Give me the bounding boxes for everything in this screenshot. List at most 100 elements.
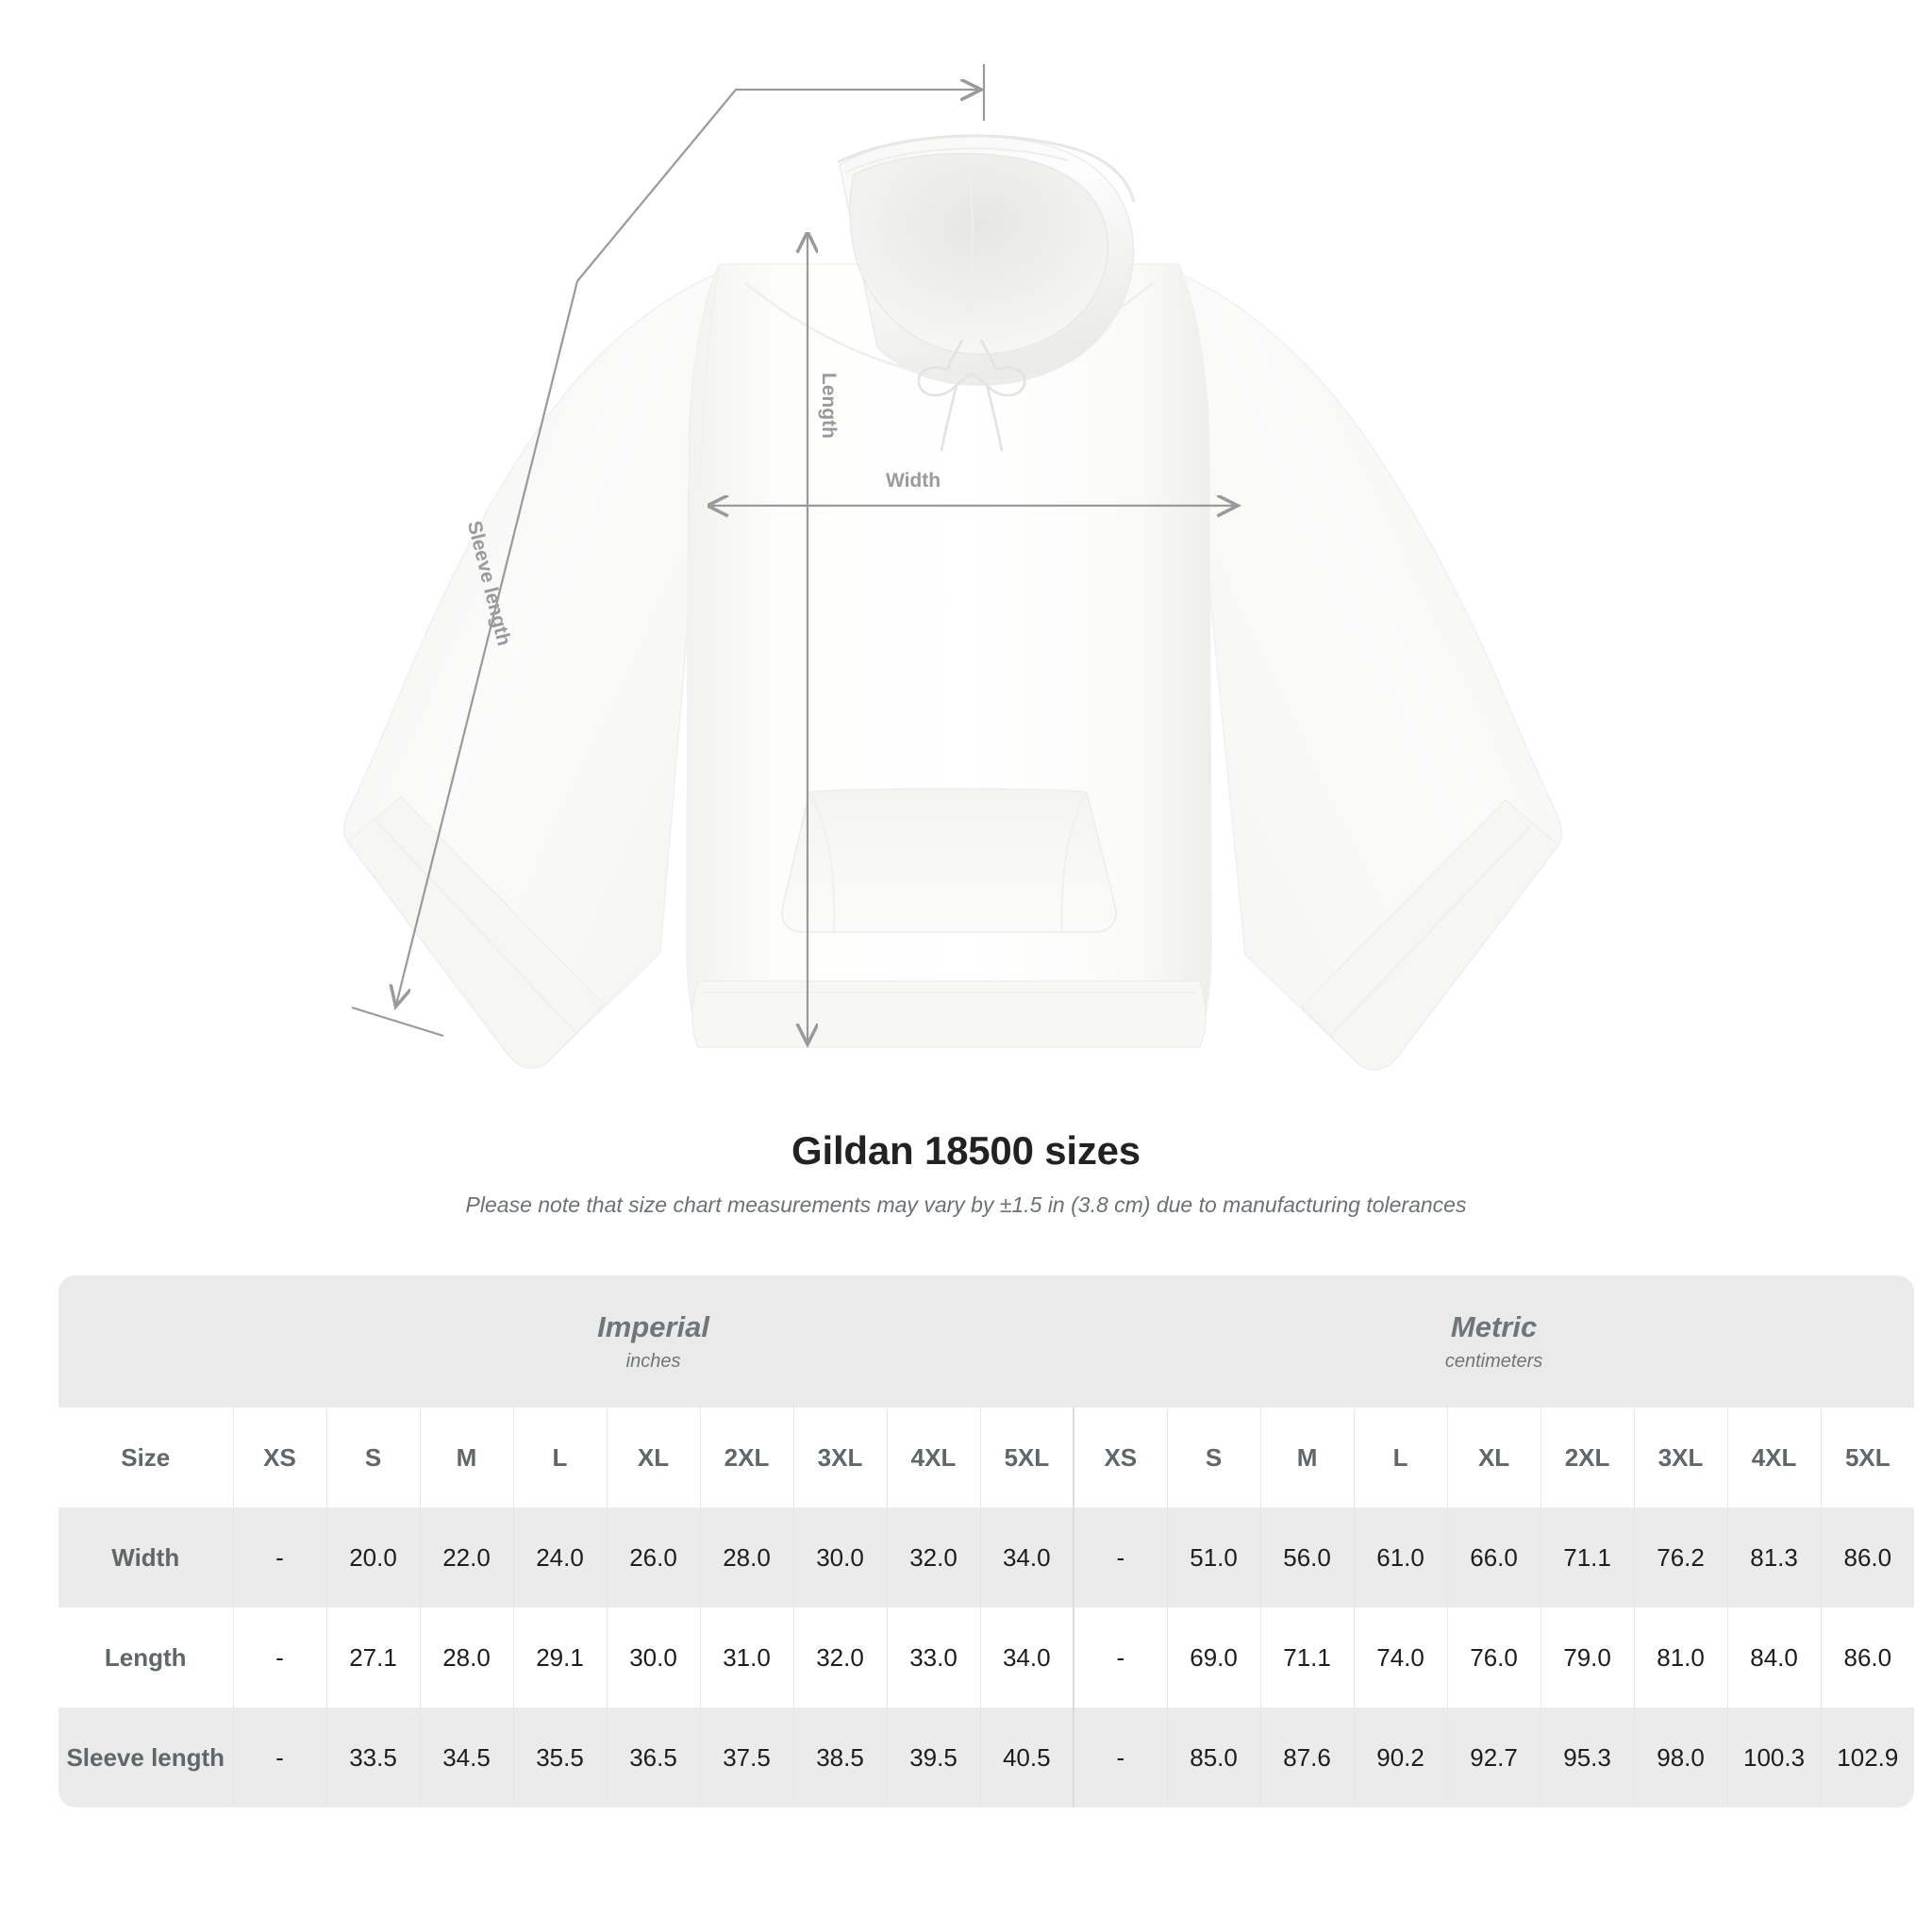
- cell-value: 85.0: [1166, 1707, 1261, 1807]
- cell-value: 20.0: [325, 1507, 420, 1607]
- cell-value: 24.0: [512, 1507, 607, 1607]
- size-header-row: Size XS S M L XL 2XL 3XL 4XL 5XL XS S M L XL 2XL 3XL 4XL 5…: [58, 1407, 1915, 1507]
- cell-value: 30.0: [792, 1507, 887, 1607]
- page-title: Gildan 18500 sizes: [791, 1128, 1141, 1173]
- cell-value: 37.5: [699, 1707, 793, 1807]
- cell-value: -: [1073, 1507, 1168, 1607]
- cell-value: 40.5: [979, 1707, 1074, 1807]
- cell-value: 33.5: [325, 1707, 420, 1807]
- garment-measurement-diagram: Sleeve length Length Width: [343, 64, 1562, 1071]
- cell-value: 98.0: [1633, 1707, 1728, 1807]
- size-header-imperial-xl: XL: [606, 1407, 700, 1507]
- cell-value: 34.5: [419, 1707, 513, 1807]
- cell-value: -: [232, 1607, 326, 1707]
- hoodie-illustration: [343, 134, 1562, 1071]
- size-header-label: Size: [58, 1407, 233, 1507]
- size-header-imperial-5xl: 5XL: [979, 1407, 1074, 1507]
- cell-value: 84.0: [1726, 1607, 1822, 1707]
- cell-value: 71.1: [1259, 1607, 1355, 1707]
- unit-banner-row: Imperial inches Metric centimeters: [58, 1275, 1915, 1407]
- cell-value: -: [1073, 1607, 1168, 1707]
- heading-block: Gildan 18500 sizes Please note that size…: [0, 1127, 1932, 1220]
- unit-group-name: Imperial: [597, 1309, 709, 1343]
- cell-value: 33.0: [886, 1607, 980, 1707]
- length-dimension: Length: [808, 234, 840, 1042]
- unit-group-metric: Metric centimeters: [1074, 1275, 1915, 1407]
- cell-value: 76.2: [1633, 1507, 1728, 1607]
- size-header-imperial-xs: XS: [232, 1407, 326, 1507]
- cell-value: 86.0: [1820, 1507, 1915, 1607]
- cell-value: 36.5: [606, 1707, 700, 1807]
- size-header-imperial-2xl: 2XL: [699, 1407, 793, 1507]
- row-label-width: Width: [58, 1507, 233, 1607]
- cell-value: 87.6: [1259, 1707, 1355, 1807]
- unit-group-subtitle: centimeters: [1444, 1351, 1543, 1373]
- size-header-metric-3xl: 3XL: [1633, 1407, 1728, 1507]
- cell-value: 28.0: [699, 1507, 793, 1607]
- unit-group-imperial: Imperial inches: [233, 1275, 1074, 1407]
- cell-value: 100.3: [1726, 1707, 1822, 1807]
- size-header-metric-s: S: [1166, 1407, 1261, 1507]
- cell-value: 32.0: [792, 1607, 887, 1707]
- cell-value: 32.0: [886, 1507, 980, 1607]
- size-header-metric-2xl: 2XL: [1540, 1407, 1635, 1507]
- size-header-imperial-s: S: [325, 1407, 420, 1507]
- cell-value: 31.0: [699, 1607, 793, 1707]
- sleeve-length-leader: [576, 64, 984, 282]
- cell-value: 51.0: [1166, 1507, 1261, 1607]
- cell-value: 27.1: [325, 1607, 420, 1707]
- size-chart-table: Imperial inches Metric centimeters Size XS S M L…: [58, 1275, 1915, 1807]
- cell-value: 81.3: [1726, 1507, 1822, 1607]
- size-chart-table-container: Imperial inches Metric centimeters Size XS S M L…: [58, 1275, 1915, 1807]
- row-label-sleeve-length: Sleeve length: [58, 1707, 233, 1807]
- cell-value: 76.0: [1446, 1607, 1541, 1707]
- size-header-metric-m: M: [1259, 1407, 1355, 1507]
- cell-value: 81.0: [1633, 1607, 1728, 1707]
- size-header-imperial-3xl: 3XL: [792, 1407, 887, 1507]
- cell-value: 38.5: [792, 1707, 887, 1807]
- cell-value: 26.0: [606, 1507, 700, 1607]
- size-header-metric-xl: XL: [1446, 1407, 1541, 1507]
- size-header-metric-xs: XS: [1073, 1407, 1168, 1507]
- size-header-imperial-l: L: [512, 1407, 607, 1507]
- size-header-imperial-4xl: 4XL: [886, 1407, 980, 1507]
- cell-value: 30.0: [606, 1607, 700, 1707]
- cell-value: 29.1: [512, 1607, 607, 1707]
- table-row: Length -27.1 28.0 29.1 30.0 31.0 32.0 33.0 34.0-…: [58, 1607, 1915, 1707]
- cell-value: 69.0: [1166, 1607, 1261, 1707]
- cell-value: 35.5: [512, 1707, 607, 1807]
- table-row: Width -20.0 22.0 24.0 26.0 28.0 30.0 32.0 34.0-5…: [58, 1507, 1915, 1607]
- unit-banner-spacer: [58, 1275, 233, 1407]
- cell-value: 66.0: [1446, 1507, 1541, 1607]
- size-header-metric-l: L: [1353, 1407, 1448, 1507]
- cell-value: 92.7: [1446, 1707, 1541, 1807]
- cell-value: 71.1: [1540, 1507, 1635, 1607]
- cell-value: -: [1073, 1707, 1168, 1807]
- length-label: Length: [818, 373, 840, 439]
- cell-value: 90.2: [1353, 1707, 1448, 1807]
- row-label-length: Length: [58, 1607, 233, 1707]
- cell-value: 56.0: [1259, 1507, 1355, 1607]
- cell-value: 34.0: [979, 1507, 1074, 1607]
- unit-group-name: Metric: [1450, 1309, 1538, 1343]
- cell-value: 74.0: [1353, 1607, 1448, 1707]
- cell-value: 95.3: [1540, 1707, 1635, 1807]
- width-dimension: Width: [709, 470, 1236, 506]
- cell-value: -: [232, 1507, 326, 1607]
- cell-value: 34.0: [979, 1607, 1074, 1707]
- unit-group-subtitle: inches: [625, 1351, 681, 1373]
- cell-value: 102.9: [1820, 1707, 1915, 1807]
- size-header-imperial-m: M: [419, 1407, 513, 1507]
- cell-value: 86.0: [1820, 1607, 1915, 1707]
- size-header-metric-4xl: 4XL: [1726, 1407, 1822, 1507]
- width-label: Width: [886, 470, 941, 491]
- size-header-metric-5xl: 5XL: [1820, 1407, 1915, 1507]
- cell-value: 22.0: [419, 1507, 513, 1607]
- cell-value: -: [232, 1707, 326, 1807]
- cell-value: 61.0: [1353, 1507, 1448, 1607]
- cell-value: 39.5: [886, 1707, 980, 1807]
- cell-value: 28.0: [419, 1607, 513, 1707]
- page-subtitle: Please note that size chart measurements…: [465, 1192, 1467, 1218]
- cell-value: 79.0: [1540, 1607, 1635, 1707]
